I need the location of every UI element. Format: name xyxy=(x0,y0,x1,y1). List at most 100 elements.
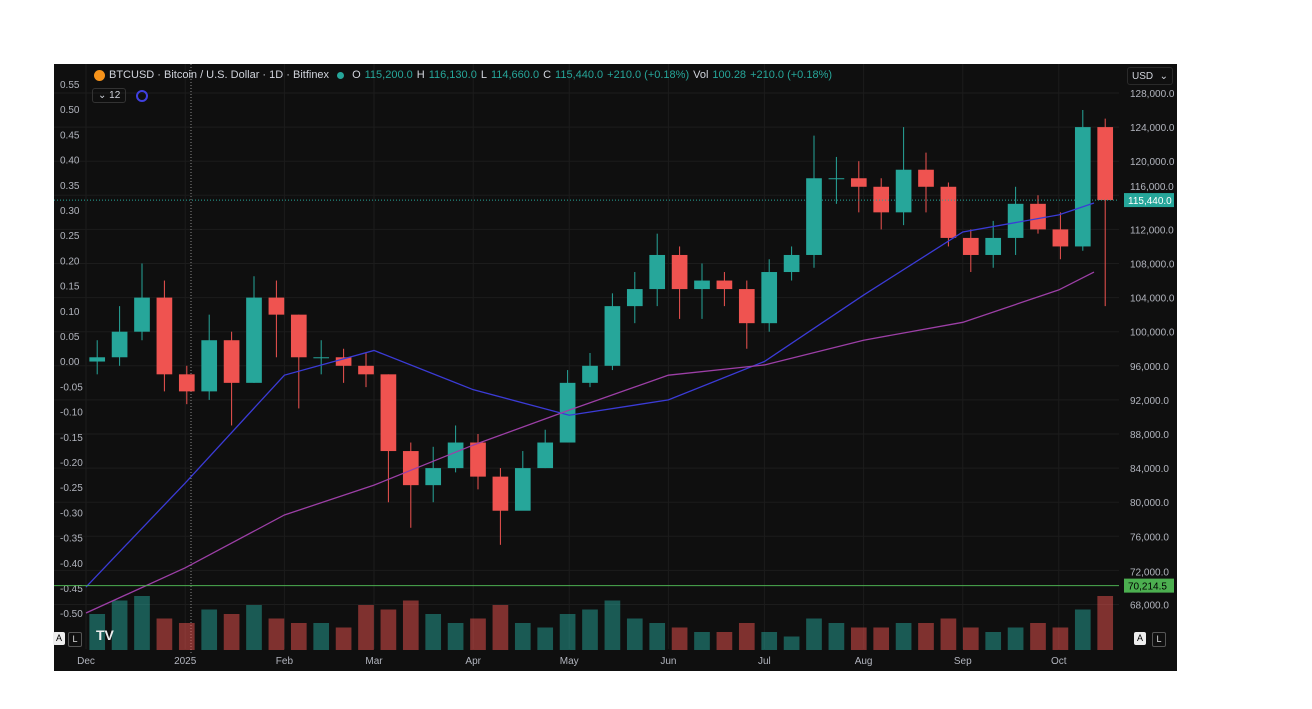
left-tick-label: -0.40 xyxy=(60,559,83,570)
time-tick-label: Jun xyxy=(660,656,676,667)
moving-average-fast xyxy=(85,202,1095,588)
price-tick-label: 96,000.0 xyxy=(1130,362,1169,373)
volume-change: +210.0 (+0.18%) xyxy=(750,69,833,81)
indicator-icon[interactable] xyxy=(136,90,148,102)
left-tick-label: -0.25 xyxy=(60,483,83,494)
left-tick-label: -0.45 xyxy=(60,584,83,595)
volume-bar xyxy=(783,636,800,650)
candle-body xyxy=(447,442,464,469)
time-tick-label: Jul xyxy=(758,656,771,667)
volume-bar xyxy=(1074,609,1091,650)
chart-area[interactable]: 68,000.0 72,000.0 76,000.0 80,000.0 84,000.0… xyxy=(53,64,1177,671)
volume-bar xyxy=(156,618,173,650)
moving-average-slow xyxy=(85,271,1095,614)
candle-body xyxy=(962,237,979,255)
price-tick-label: 88,000.0 xyxy=(1130,430,1169,441)
volume-bar xyxy=(649,623,666,650)
candle-body xyxy=(470,442,486,477)
auto-scale-button[interactable]: A xyxy=(1134,632,1146,645)
price-tick-label: 128,000.0 xyxy=(1130,89,1175,100)
volume-bar xyxy=(246,605,262,650)
currency-select[interactable]: USD ⌄ xyxy=(1127,67,1173,85)
price-tick-label: 80,000.0 xyxy=(1130,498,1169,509)
candle-body xyxy=(985,237,1002,255)
price-tick-label: 104,000.0 xyxy=(1130,294,1175,305)
candle-body xyxy=(380,374,397,452)
volume-bar xyxy=(1097,596,1114,650)
volume-bar xyxy=(223,614,240,650)
volume-bar xyxy=(604,600,621,650)
candle-body xyxy=(895,169,912,213)
candle-body xyxy=(828,178,845,180)
high-label: H xyxy=(416,69,425,81)
volume-bar xyxy=(402,600,419,650)
log-scale-button[interactable]: L xyxy=(1152,632,1166,647)
tradingview-logo[interactable]: TV xyxy=(96,627,114,643)
left-tick-label: -0.35 xyxy=(60,534,83,545)
candle-body xyxy=(156,297,173,375)
open-value: 115,200.0 xyxy=(364,69,413,81)
volume-bar xyxy=(1030,623,1046,650)
volume-bar xyxy=(470,618,486,650)
candle-body xyxy=(335,357,352,366)
candle-body xyxy=(850,178,867,187)
volume-bar xyxy=(89,614,106,650)
volume-bar xyxy=(850,627,867,650)
volume-label: Vol xyxy=(693,69,709,81)
time-tick-label: Apr xyxy=(465,656,481,667)
candle-body xyxy=(89,357,106,362)
candle-body xyxy=(918,169,934,187)
left-tick-label: 0.45 xyxy=(60,130,80,141)
candle-body xyxy=(783,254,800,273)
candle-body xyxy=(358,365,374,375)
close-label: C xyxy=(543,69,552,81)
candle-body xyxy=(761,272,778,324)
volume-bar xyxy=(111,600,128,650)
candle-body xyxy=(178,374,195,392)
high-value: 116,130.0 xyxy=(428,69,477,81)
candle-body xyxy=(537,442,554,469)
candle-body xyxy=(514,468,531,511)
candle-body xyxy=(268,297,285,315)
left-tick-label: 0.00 xyxy=(60,357,80,368)
volume-bar xyxy=(313,623,330,650)
volume-bar xyxy=(380,609,397,650)
bitcoin-icon xyxy=(94,69,105,81)
time-tick-label: May xyxy=(560,656,579,667)
volume-bar xyxy=(537,627,554,650)
indicators-toggle[interactable]: ⌄ 12 xyxy=(92,88,127,103)
volume-bar xyxy=(962,627,979,650)
symbol-title[interactable]: BTCUSD · Bitcoin / U.S. Dollar · 1D · Bi… xyxy=(109,69,330,81)
left-tick-label: 0.05 xyxy=(60,332,80,343)
volume-bar xyxy=(514,623,531,650)
candle-body xyxy=(649,254,666,290)
candle-body xyxy=(134,297,150,332)
time-tick-label: Mar xyxy=(365,656,383,667)
candle-body xyxy=(1030,203,1046,230)
price-tick-label: 84,000.0 xyxy=(1130,464,1169,475)
open-label: O xyxy=(352,69,361,81)
symbol-legend: BTCUSD · Bitcoin / U.S. Dollar · 1D · Bi… xyxy=(94,69,832,81)
auto-scale-button-left[interactable]: A xyxy=(53,632,65,645)
market-status-icon xyxy=(337,71,345,79)
price-tick-label: 124,000.0 xyxy=(1130,123,1175,134)
low-value: 114,660.0 xyxy=(490,69,540,81)
volume-bar xyxy=(940,618,957,650)
last-price-label: 115,440.0 xyxy=(1128,196,1172,207)
candle-body xyxy=(1052,229,1069,247)
left-tick-label: 0.15 xyxy=(60,282,80,293)
volume-bar xyxy=(828,623,845,650)
candle-body xyxy=(1007,203,1024,238)
price-chart[interactable]: 68,000.0 72,000.0 76,000.0 80,000.0 84,000.0… xyxy=(54,64,1177,671)
volume-bar xyxy=(1007,627,1024,650)
log-scale-button-left[interactable]: L xyxy=(68,632,82,647)
time-tick-label: 2025 xyxy=(174,656,197,667)
candle-body xyxy=(604,306,621,366)
candle-body xyxy=(425,468,442,486)
volume-bar xyxy=(1052,627,1069,650)
low-label: L xyxy=(480,69,487,81)
candle-body xyxy=(290,314,307,358)
volume-bar xyxy=(873,627,890,650)
candle-body xyxy=(111,331,128,358)
left-tick-label: 0.35 xyxy=(60,181,80,192)
